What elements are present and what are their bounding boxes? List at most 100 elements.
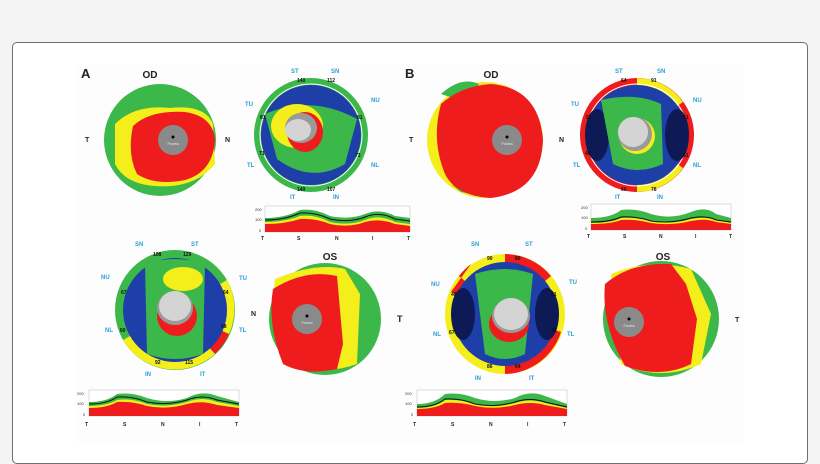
svg-text:S: S <box>123 422 127 428</box>
svg-text:100: 100 <box>405 401 412 406</box>
svg-text:0: 0 <box>259 228 262 233</box>
svg-text:64: 64 <box>515 364 521 370</box>
svg-text:NL: NL <box>433 332 441 338</box>
panel-b: B OD T N Fovea ST <box>397 66 740 428</box>
svg-text:73: 73 <box>355 153 361 159</box>
svg-text:I: I <box>695 234 697 240</box>
svg-text:100: 100 <box>77 401 84 406</box>
svg-text:64: 64 <box>223 290 229 296</box>
svg-text:67: 67 <box>121 290 127 296</box>
svg-text:N: N <box>659 234 663 240</box>
svg-text:92: 92 <box>155 360 161 366</box>
fovea-icon <box>614 307 644 337</box>
od-thickness-profile: 200 100 0 T S N I T <box>581 203 732 240</box>
svg-text:IT: IT <box>529 376 535 382</box>
svg-text:ST: ST <box>191 242 199 248</box>
svg-text:S: S <box>623 234 627 240</box>
svg-text:IN: IN <box>657 195 663 201</box>
svg-text:TL: TL <box>247 163 255 169</box>
svg-text:T: T <box>587 234 590 240</box>
svg-text:48: 48 <box>451 292 457 298</box>
od-rnfl-map: ST SN NU NL IN IT TL TU 140 112 81 73 10… <box>245 69 380 201</box>
od-rnfl-map: ST SN NU NL IN IT TL TU 64 91 51 51 78 6… <box>571 69 702 201</box>
svg-text:200: 200 <box>255 207 262 212</box>
svg-text:Fovea: Fovea <box>301 320 313 325</box>
od-thickness-profile: 200 100 0 T S N I T <box>255 205 411 242</box>
svg-text:T: T <box>735 317 740 324</box>
svg-text:TU: TU <box>569 280 577 286</box>
svg-text:I: I <box>199 422 201 428</box>
svg-text:78: 78 <box>651 187 657 193</box>
svg-text:T: T <box>235 422 238 428</box>
svg-text:T: T <box>261 236 264 242</box>
svg-text:140: 140 <box>297 78 306 84</box>
os-macula-map: OS T Fovea <box>603 252 740 377</box>
svg-text:140: 140 <box>297 187 306 193</box>
svg-text:NL: NL <box>371 163 379 169</box>
svg-text:107: 107 <box>327 187 336 193</box>
svg-text:60: 60 <box>621 187 627 193</box>
svg-text:112: 112 <box>327 78 335 84</box>
os-rnfl-map: SN ST TU TL IT IN NL NU 90 80 61 48 64 8… <box>397 242 577 382</box>
svg-text:SN: SN <box>657 69 665 75</box>
svg-text:TU: TU <box>245 102 253 108</box>
svg-text:IN: IN <box>475 376 481 382</box>
fovea-icon <box>158 125 188 155</box>
svg-text:ST: ST <box>525 242 533 248</box>
svg-text:TU: TU <box>239 276 247 282</box>
svg-text:0: 0 <box>411 412 414 417</box>
svg-text:NU: NU <box>693 98 702 104</box>
svg-text:SN: SN <box>471 242 479 248</box>
svg-text:61: 61 <box>551 292 557 298</box>
svg-text:N: N <box>335 236 339 242</box>
svg-text:S: S <box>297 236 301 242</box>
od-title: OD <box>143 70 158 81</box>
svg-text:108: 108 <box>153 252 162 258</box>
svg-text:200: 200 <box>581 205 588 210</box>
svg-text:ST: ST <box>615 69 623 75</box>
svg-text:T: T <box>85 422 88 428</box>
od-macula-map: OD T N Fovea <box>409 70 564 198</box>
panel-label: A <box>81 66 91 81</box>
svg-text:T: T <box>407 236 410 242</box>
svg-text:90: 90 <box>487 256 493 262</box>
svg-text:81: 81 <box>357 115 363 121</box>
od-macula-map: OD T N Fovea <box>85 70 230 196</box>
svg-text:OS: OS <box>656 252 671 263</box>
svg-text:IT: IT <box>290 195 296 201</box>
svg-text:NU: NU <box>431 282 440 288</box>
svg-text:51: 51 <box>683 153 689 159</box>
svg-text:100: 100 <box>581 215 588 220</box>
svg-text:NL: NL <box>105 328 113 334</box>
svg-text:IN: IN <box>333 195 339 201</box>
axis-label: N <box>225 137 230 144</box>
os-rnfl-map: SN ST TU TL IT IN NL NU 108 129 64 58 11… <box>101 242 256 378</box>
svg-text:51: 51 <box>683 115 689 121</box>
svg-text:0: 0 <box>585 226 588 231</box>
svg-text:I: I <box>527 422 529 428</box>
svg-text:91: 91 <box>651 78 657 84</box>
svg-text:100: 100 <box>255 217 262 222</box>
svg-text:SN: SN <box>135 242 143 248</box>
fovea-icon <box>292 304 322 334</box>
svg-text:TU: TU <box>571 102 579 108</box>
svg-text:TL: TL <box>567 332 575 338</box>
svg-text:58: 58 <box>221 324 227 330</box>
axis-label: T <box>85 137 90 144</box>
svg-text:67: 67 <box>449 330 455 336</box>
svg-text:N: N <box>559 137 564 144</box>
svg-text:80: 80 <box>515 256 521 262</box>
os-macula-map: OS Fovea <box>269 252 381 375</box>
os-thickness-profile: 200 100 0 T S N I T <box>405 389 568 428</box>
svg-text:SN: SN <box>331 69 339 75</box>
panel-a: A OD T N Fovea ST SN NU NL I <box>77 66 411 428</box>
svg-text:N: N <box>251 311 256 318</box>
svg-text:NU: NU <box>371 98 380 104</box>
svg-text:71: 71 <box>259 151 265 157</box>
svg-text:T: T <box>563 422 566 428</box>
svg-text:0: 0 <box>83 412 86 417</box>
svg-text:86: 86 <box>487 364 493 370</box>
svg-text:IN: IN <box>145 372 151 378</box>
svg-text:200: 200 <box>77 391 84 396</box>
panel-label: B <box>405 66 414 81</box>
